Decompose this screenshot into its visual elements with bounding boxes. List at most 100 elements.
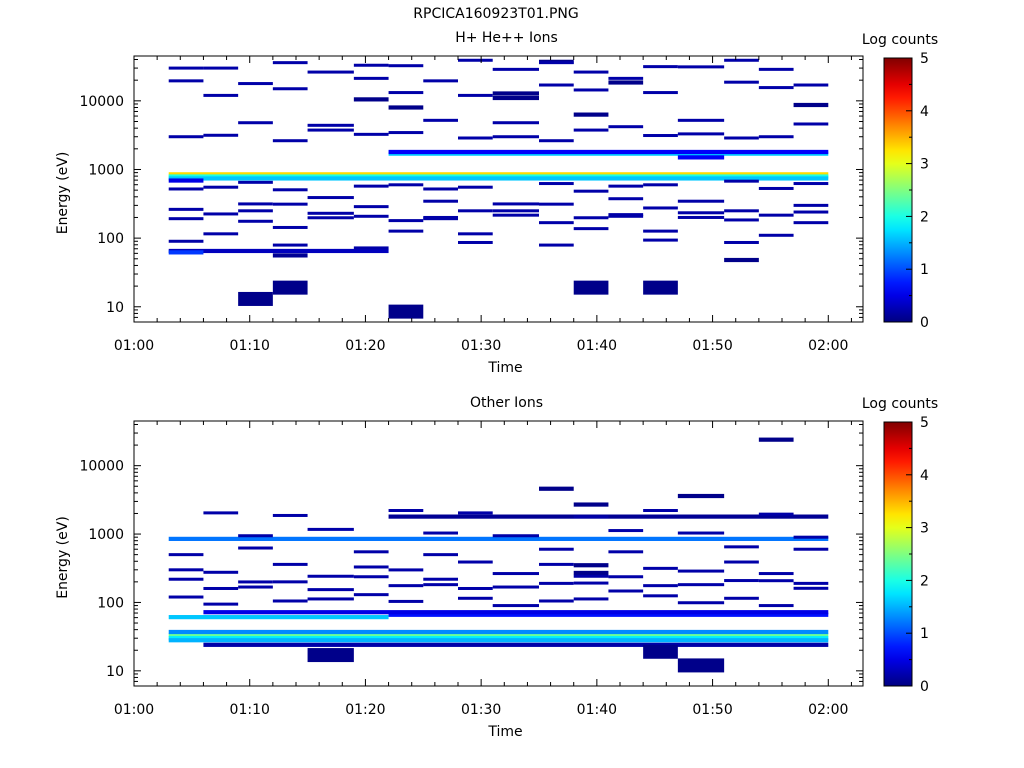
heatmap-cell xyxy=(539,61,574,65)
heatmap-cell xyxy=(539,83,574,87)
heatmap-cell xyxy=(643,134,678,138)
heatmap-cell xyxy=(677,658,725,673)
heatmap-cell xyxy=(758,512,794,516)
heatmap-cell xyxy=(388,229,424,233)
heatmap-cell xyxy=(168,172,829,177)
heatmap-cell xyxy=(353,214,389,218)
heatmap-cell xyxy=(643,65,678,69)
heatmap-cell xyxy=(492,95,539,101)
heatmap-cell xyxy=(423,118,458,122)
heatmap-cell xyxy=(573,280,609,295)
panel-2: 01:00 01:10 01:20 01:30 01:40 01:50 02:0010100… xyxy=(55,395,938,740)
heatmap-cell xyxy=(724,545,759,549)
heatmap-cell xyxy=(758,86,794,90)
panel-title: Other Ions xyxy=(470,395,543,411)
heatmap-cell xyxy=(573,216,609,220)
x-tick-label: 01:20 xyxy=(345,338,385,354)
heatmap-cell xyxy=(272,599,308,603)
heatmap-cell xyxy=(677,601,725,605)
heatmap-cell xyxy=(677,65,725,69)
heatmap-cell xyxy=(203,133,239,137)
heatmap-cell xyxy=(168,568,204,572)
heatmap-cell xyxy=(492,213,539,217)
heatmap-cell xyxy=(758,213,794,217)
heatmap-cell xyxy=(168,577,204,581)
y-tick-label: 10 xyxy=(106,300,124,316)
heatmap-cell xyxy=(168,217,204,221)
heatmap-cell xyxy=(458,136,493,140)
heatmap-cell xyxy=(388,599,424,603)
heatmap-cell xyxy=(388,219,424,223)
heatmap-cell xyxy=(539,221,574,225)
y-tick-label: 10 xyxy=(106,664,124,680)
heatmap-cell xyxy=(573,128,609,132)
heatmap-cell xyxy=(608,214,644,218)
colorbar-tick-label: 1 xyxy=(920,626,929,642)
heatmap-cell xyxy=(168,536,829,541)
heatmap-cell xyxy=(539,562,574,566)
y-tick-label: 100 xyxy=(97,231,124,247)
heatmap-cell xyxy=(793,203,829,207)
x-tick-label: 01:40 xyxy=(577,338,617,354)
heatmap-cell xyxy=(353,76,389,80)
heatmap-cell xyxy=(168,248,389,254)
heatmap-cell xyxy=(203,602,239,606)
heatmap-cell xyxy=(388,509,424,513)
figure-title: RPCICA160923T01.PNG xyxy=(413,6,579,22)
heatmap-cell xyxy=(168,629,829,635)
heatmap-cell xyxy=(238,291,273,306)
heatmap-cell xyxy=(272,513,308,517)
heatmap-cell xyxy=(758,135,794,139)
x-tick-label: 01:30 xyxy=(461,338,501,354)
heatmap-cell xyxy=(353,575,389,579)
heatmap-cell xyxy=(677,118,725,122)
heatmap-cell xyxy=(643,584,678,588)
heatmap-cell xyxy=(388,64,424,68)
heatmap-cell xyxy=(238,585,273,589)
heatmap-cell xyxy=(203,642,829,647)
heatmap-cell xyxy=(168,135,204,139)
heatmap-cell xyxy=(724,257,759,263)
heatmap-cell xyxy=(238,82,273,86)
heatmap-cell xyxy=(643,206,678,210)
heatmap-cell xyxy=(272,139,308,143)
heatmap-cell xyxy=(492,604,539,608)
heatmap-cell xyxy=(643,280,678,295)
heatmap-cell xyxy=(608,589,644,593)
heatmap-cell xyxy=(388,183,424,187)
heatmap-cell xyxy=(724,218,759,222)
heatmap-cell xyxy=(238,209,273,213)
heatmap-cell xyxy=(793,210,829,214)
heatmap-cell xyxy=(238,546,273,550)
heatmap-cell xyxy=(758,572,794,576)
heatmap-cell xyxy=(203,66,239,70)
heatmap-cell xyxy=(643,183,678,187)
heatmap-cell xyxy=(423,577,458,581)
colorbar-tick-label: 5 xyxy=(920,415,929,431)
heatmap-cell xyxy=(388,304,424,319)
heatmap-cell xyxy=(643,91,678,95)
heatmap-cell xyxy=(168,207,204,211)
heatmap-cell xyxy=(458,586,493,590)
heatmap-cell xyxy=(307,211,354,215)
heatmap-cell xyxy=(353,132,389,136)
heatmap-cell xyxy=(573,502,609,507)
heatmap-cell xyxy=(492,202,539,206)
heatmap-cell xyxy=(168,250,204,255)
heatmap-cell xyxy=(643,566,678,570)
x-tick-label: 01:10 xyxy=(230,338,270,354)
colorbar-tick-label: 2 xyxy=(920,573,929,589)
heatmap-cell xyxy=(539,599,574,603)
heatmap-cell xyxy=(539,581,574,585)
heatmap-cell xyxy=(353,205,389,209)
heatmap-cell xyxy=(724,240,759,244)
plot-frame xyxy=(133,420,864,687)
heatmap-cell xyxy=(573,112,609,117)
colorbar-tick-label: 1 xyxy=(920,262,929,278)
heatmap-cell xyxy=(423,583,458,587)
heatmap-cell xyxy=(573,570,609,576)
heatmap-cell xyxy=(272,280,308,295)
colorbar xyxy=(883,421,913,687)
heatmap-cell xyxy=(677,569,725,573)
